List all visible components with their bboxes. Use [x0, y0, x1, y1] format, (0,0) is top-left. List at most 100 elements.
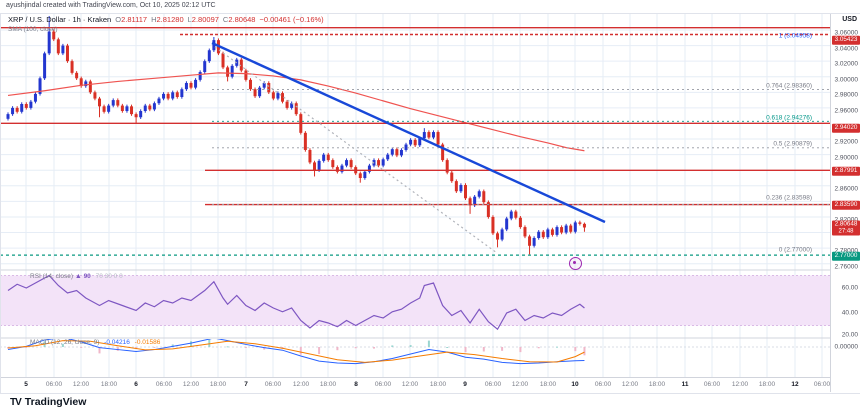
macd-histogram-bar: [318, 347, 321, 355]
macd-line-value: -0.04216: [104, 339, 130, 346]
price-badge[interactable]: 2.94020: [832, 123, 860, 133]
sma-100-line[interactable]: [7, 72, 585, 152]
macd-histogram-bar: [135, 347, 138, 349]
time-axis-label: 18:00: [100, 381, 118, 388]
candle-body: [313, 162, 317, 171]
price-axis-label: 2.96000: [834, 107, 859, 115]
open-value: 2.81117: [121, 15, 148, 24]
change-value: −0.00461 (−0.16%): [259, 15, 324, 24]
price-badge[interactable]: 3.05423: [832, 35, 860, 45]
candle-body: [441, 144, 445, 161]
time-axis-label: 06:00: [813, 381, 831, 388]
candle-body: [500, 229, 504, 240]
time-axis-label: 12:00: [72, 381, 90, 388]
macd-histogram-bar: [556, 346, 558, 348]
candle-body: [262, 82, 266, 88]
candle-body: [569, 225, 573, 232]
candle-body: [29, 101, 33, 108]
candle-body: [308, 149, 312, 163]
macd-histogram-bar: [190, 341, 192, 347]
time-axis-label: 12:00: [401, 381, 419, 388]
candle-body: [184, 82, 188, 90]
candle-body: [390, 149, 394, 155]
candle-body: [450, 172, 454, 182]
candle-body: [102, 106, 106, 112]
macd-signal-line: [7, 340, 585, 363]
time-axis-label: 10: [571, 381, 579, 388]
rsi-indicator-legend[interactable]: RSI (14, close) ▲ 90 70 30 0 0: [30, 273, 123, 280]
macd-histogram-bar: [501, 347, 504, 351]
price-badge[interactable]: 2.77000: [832, 251, 860, 261]
fib-level-label: 1 (3.04958): [778, 32, 812, 40]
time-axis-label: 06:00: [703, 381, 721, 388]
close-value: 2.80648: [228, 15, 256, 24]
candle-body: [349, 160, 353, 168]
candle-body: [409, 139, 413, 145]
time-axis-label: 18:00: [758, 381, 776, 388]
candle-body: [79, 78, 83, 87]
price-badge[interactable]: 2.83590: [832, 200, 860, 210]
sma-indicator-legend[interactable]: SMA (100, close): [8, 26, 58, 33]
candle-body: [486, 202, 490, 217]
candle-body: [130, 106, 134, 115]
candle-body: [239, 59, 243, 71]
candle-body: [395, 149, 399, 156]
candle-body: [93, 92, 97, 99]
candle-body: [11, 107, 15, 115]
candle-body: [120, 105, 124, 112]
rsi-value: 90: [83, 273, 91, 280]
rsi-extra-values: 70 30 0 0: [95, 273, 123, 280]
price-axis-label: 60.00: [841, 284, 858, 292]
candle-body: [317, 160, 321, 171]
candle-body: [331, 160, 335, 168]
candle-body: [303, 132, 307, 150]
price-badge[interactable]: 2.87991: [832, 166, 860, 176]
macd-histogram-bar: [482, 347, 485, 352]
candle-body: [125, 106, 129, 112]
time-axis-label: 06:00: [45, 381, 63, 388]
descending-trendline: [211, 41, 606, 224]
low-value: 2.80097: [191, 15, 219, 24]
event-marker-icon[interactable]: [569, 257, 582, 270]
candle-body: [70, 61, 74, 73]
candle-body: [98, 98, 101, 107]
price-axis-label: 2.82000: [835, 217, 859, 224]
symbol-header[interactable]: XRP / U.S. Dollar · 1h · Kraken O2.81117 H…: [8, 15, 324, 24]
candle-body: [404, 144, 408, 150]
price-badge[interactable]: 2.80648 27:48: [832, 220, 860, 236]
rsi-label: RSI (14, close): [30, 273, 73, 280]
candle-body: [47, 31, 51, 54]
candle-body: [175, 92, 179, 97]
candle-body: [436, 132, 440, 145]
price-axis-label: 2.78000: [835, 248, 859, 255]
price-axis-label: 20.00: [841, 331, 858, 339]
candle-body: [180, 89, 184, 97]
time-axis-label: 18:00: [648, 381, 666, 388]
candle-body: [445, 160, 449, 173]
candle-body: [56, 39, 60, 54]
candle-body: [107, 105, 111, 112]
candle-body: [537, 231, 541, 238]
candle-body: [221, 53, 225, 68]
candle-body: [267, 82, 271, 93]
candle-body: [33, 93, 37, 102]
rsi-line: [7, 274, 585, 331]
drawn-lines[interactable]: [0, 26, 830, 256]
tradingview-logo[interactable]: TV TradingView: [10, 396, 86, 408]
candles: [6, 15, 586, 255]
tradingview-logo-icon: TV: [10, 396, 22, 408]
candle-body: [413, 139, 417, 146]
candle-body: [61, 45, 65, 54]
candle-body: [340, 165, 344, 172]
price-axis-label: 0.00000: [834, 343, 859, 351]
candle-body: [248, 79, 252, 90]
symbol-title[interactable]: XRP / U.S. Dollar · 1h · Kraken: [8, 15, 112, 24]
price-axis[interactable]: USD 3.06000 3.04000 3.02000 3.00000 2.98000 2…: [830, 13, 860, 392]
macd-indicator-legend[interactable]: MACD (12, 26, close, 9) -0.04216 -0.0158…: [30, 339, 160, 346]
time-axis[interactable]: 5 06:00 12:00 18:00 6 06:00 12:00 18:00 7 06:00 12…: [0, 377, 830, 393]
candle-body: [226, 67, 230, 77]
macd-histogram-bar: [537, 347, 540, 349]
macd-histogram-bar: [153, 347, 156, 348]
